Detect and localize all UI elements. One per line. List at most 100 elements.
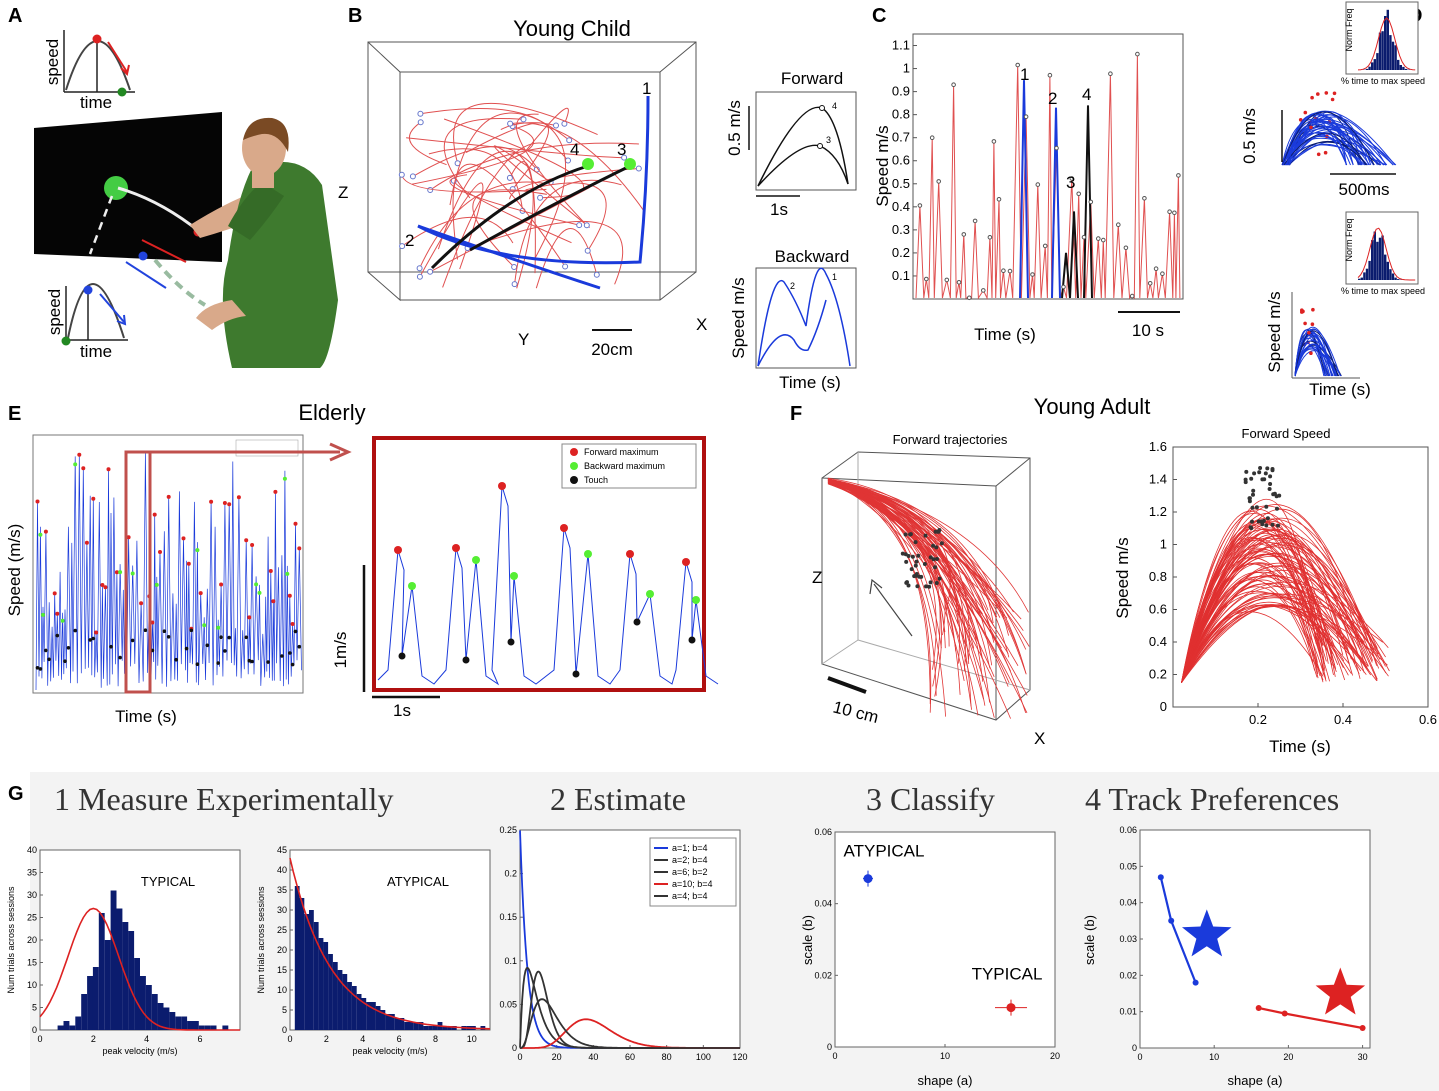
e-touch (293, 629, 298, 634)
f-speed-curve (1181, 593, 1365, 683)
trajectory-point (416, 265, 423, 272)
f-traj-peak (931, 543, 936, 548)
panel-f-label: F (790, 403, 802, 425)
d-top-trace (1281, 118, 1375, 166)
g-trk-ytick-label: 0 (1132, 1043, 1137, 1053)
g-cls-point (1006, 1003, 1016, 1013)
c-mark-2: 2 (1048, 89, 1057, 108)
f-speed-peak (1252, 471, 1257, 476)
e-axes (32, 434, 304, 694)
c-axes (912, 33, 1184, 300)
e-forward-max (186, 561, 191, 566)
backward-ylabel: Speed m/s (729, 277, 748, 358)
g-hist-bar (210, 1025, 217, 1030)
g-hist-bar (385, 1014, 390, 1030)
g-est-xtick-label: 120 (732, 1052, 747, 1062)
e-backward-max (282, 476, 287, 481)
speed-label-bottom: speed (45, 289, 64, 335)
d-top-peak (1324, 91, 1329, 95)
g-hist-bar (181, 1016, 188, 1030)
e-zoom-touch (507, 638, 515, 646)
g-hist2-xtick-label: 6 (397, 1034, 402, 1044)
e-zoom-backward-max (472, 556, 480, 564)
b-mark-2: 2 (405, 231, 414, 250)
f-trajectory (827, 477, 970, 660)
d-hist-bar (1378, 32, 1382, 70)
f-speed-peak (1263, 471, 1268, 476)
d-ylabel: Speed m/s (1265, 291, 1284, 372)
g-hist1-xtick-label: 0 (37, 1034, 42, 1044)
e-zoom-backward-max (646, 590, 654, 598)
f-speed-peak (1265, 466, 1270, 471)
d-top-peak (1332, 91, 1337, 96)
g-hist-bar (134, 958, 140, 1030)
f-xlabel: Time (s) (1269, 737, 1331, 756)
g-hist1-ytick-label: 35 (27, 868, 37, 878)
g-est-ytick-label: 0.25 (499, 825, 517, 835)
panel-e: E Elderly Speed (m/s) Time (s) Forward m… (5, 400, 719, 726)
d-top-traces (1281, 91, 1397, 166)
c-peak-point (991, 139, 997, 144)
svg-text:2: 2 (790, 281, 795, 291)
d-hist-bar (1381, 235, 1384, 280)
d-hist-bottom-ylabel: Norm Freq (1344, 218, 1354, 261)
panel-g: G 1 Measure Experimentally 2 Estimate 3 … (6, 772, 1439, 1091)
e-touch (162, 629, 167, 633)
svg-text:3: 3 (826, 135, 831, 145)
e-zoom-backward-max (408, 582, 416, 590)
g-hist-ylabel: Num trials across sessions (6, 886, 16, 994)
d-bottom-peak (1303, 321, 1307, 326)
child-trajectory (411, 125, 534, 185)
panel-a-label: A (8, 5, 22, 27)
f-speed-peak (1268, 482, 1273, 486)
g-hist-bar (140, 976, 146, 1030)
f-trajectory (827, 480, 1027, 674)
f-speed-peak (1275, 506, 1279, 511)
f-scale-label: 10 cm (831, 697, 881, 727)
time-label-bottom: time (80, 342, 112, 361)
c-peak-point (1153, 266, 1159, 272)
e-touch (280, 654, 284, 658)
panel-b-label: B (348, 5, 362, 27)
g-hist1-xtick-label: 2 (91, 1034, 96, 1044)
c-peak-point (1081, 234, 1087, 240)
f-speed-curve (1181, 604, 1334, 683)
e-forward-max (293, 521, 298, 526)
trajectory-box (367, 41, 697, 302)
g-heading-4: 4 Track Preferences (1085, 781, 1339, 817)
c-peak-point (1129, 293, 1135, 299)
e-legend-backward: Backward maximum (584, 461, 665, 471)
g-hist-bar (351, 986, 357, 1030)
d-top-trace (1287, 143, 1362, 166)
f-speed-curve (1181, 527, 1336, 683)
d-scale-v: 0.5 m/s (1240, 108, 1259, 164)
g-hist-bar (375, 1006, 381, 1030)
panel-f-title: Young Adult (1034, 394, 1151, 419)
g-hist-bar (366, 1002, 371, 1030)
trajectory-point (398, 171, 405, 178)
c-peak-point (924, 276, 929, 282)
child-trajectory (453, 102, 598, 164)
trajectory-point (399, 243, 406, 250)
e-forward-max (152, 512, 157, 517)
f-speed-peak (1256, 519, 1261, 524)
g-cls-point (863, 874, 873, 884)
g-est-xtick-label: 80 (662, 1052, 672, 1062)
g-hist-bar (447, 1026, 452, 1030)
d-hist-bar (1363, 272, 1366, 280)
g-est-ytick-label: 0.1 (504, 956, 517, 966)
panel-b-title: Young Child (513, 16, 631, 41)
e-forward-max (84, 540, 89, 545)
e-zoom-touch (398, 652, 406, 660)
f-speed-peak (1270, 522, 1275, 527)
d-hist-bar (1376, 53, 1379, 70)
g-heading-2: 2 Estimate (550, 781, 686, 817)
e-forward-max (52, 591, 57, 596)
f-traj-peak (917, 574, 922, 579)
f-speed-peak (1267, 487, 1272, 491)
g-hist-bar (69, 1025, 76, 1030)
g-cls-ytick-label: 0 (827, 1042, 832, 1052)
e-touch (47, 657, 51, 662)
g-hist1-ytick-label: 15 (27, 958, 37, 968)
f-speed-curve (1181, 579, 1315, 683)
